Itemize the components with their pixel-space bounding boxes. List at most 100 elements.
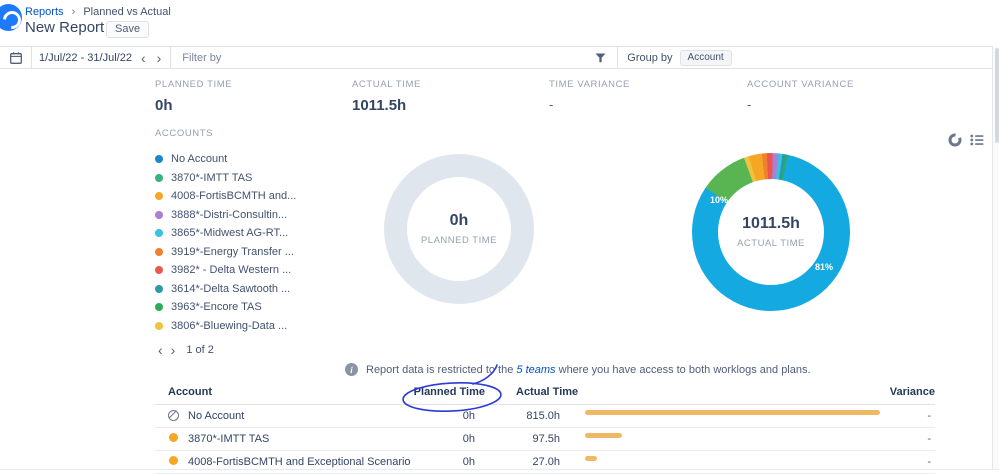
cell-planned-time: 0h xyxy=(462,433,475,445)
legend-dot-icon xyxy=(155,210,163,219)
calendar-button[interactable] xyxy=(8,51,24,64)
divider xyxy=(31,47,32,68)
legend-item-no-account[interactable]: No Account xyxy=(155,150,325,169)
legend-label: 3982* - Delta Western ... xyxy=(171,264,292,277)
next-period-button[interactable]: › xyxy=(156,49,162,66)
divider xyxy=(617,47,619,68)
divider xyxy=(170,47,172,68)
column-header-actual-time: Actual Time xyxy=(516,386,579,398)
cell-variance: - xyxy=(927,433,931,445)
table-row[interactable]: 4008-FortisBCMTH and Exceptional Scenari… xyxy=(155,451,935,474)
legend-item[interactable]: 3963*-Encore TAS xyxy=(155,298,325,317)
tempo-logo-icon[interactable] xyxy=(0,4,22,31)
restriction-suffix: where you have access to both worklogs a… xyxy=(555,363,811,376)
actual-time-bar xyxy=(585,410,880,415)
table-row[interactable]: 3870*-IMTT TAS 0h 97.5h - xyxy=(155,428,935,451)
planned-time-caption: PLANNED TIME xyxy=(420,235,498,246)
prev-period-button[interactable]: ‹ xyxy=(140,49,146,66)
page-title: New Report xyxy=(25,19,105,36)
legend-label: 4008-FortisBCMTH and... xyxy=(171,190,297,203)
legend-item[interactable]: 3614*-Delta Sawtooth ... xyxy=(155,280,325,299)
legend-label: 3888*-Distri-Consultin... xyxy=(171,208,288,221)
teams-link[interactable]: 5 teams xyxy=(516,363,556,376)
group-by-account-chip[interactable]: Account xyxy=(679,49,732,66)
restriction-prefix: Report data is restricted to the xyxy=(366,363,517,376)
legend-label: 3963*-Encore TAS xyxy=(171,301,262,314)
summary-stats: PLANNED TIME 0h ACTUAL TIME 1011.5h TIME… xyxy=(155,79,955,121)
legend-label: 3919*-Energy Transfer ... xyxy=(171,245,294,258)
legend-item[interactable]: 3806*-Bluewing-Data ... xyxy=(155,317,325,336)
cell-account: 4008-FortisBCMTH and Exceptional Scenari… xyxy=(188,456,411,468)
restriction-notice: i Report data is restricted to the 5 tea… xyxy=(345,363,811,376)
segment-percent-label: 81% xyxy=(815,262,834,272)
filter-input[interactable] xyxy=(182,51,596,64)
legend-item[interactable]: 3919*-Energy Transfer ... xyxy=(155,243,325,262)
stat-value: - xyxy=(747,97,752,112)
date-range-label[interactable]: 1/Jul/22 - 31/Jul/22 xyxy=(39,51,132,64)
cell-variance: - xyxy=(927,456,931,468)
stat-label: ACCOUNT VARIANCE xyxy=(747,79,854,90)
cell-planned-time: 0h xyxy=(462,456,475,468)
no-account-icon xyxy=(168,410,179,421)
table-row[interactable]: No Account 0h 815.0h - xyxy=(155,405,935,428)
legend-item[interactable]: 3888*-Distri-Consultin... xyxy=(155,206,325,225)
stat-value: 0h xyxy=(155,97,173,114)
legend-item[interactable]: 3865*-Midwest AG-RT... xyxy=(155,224,325,243)
legend-item[interactable]: 4008-FortisBCMTH and... xyxy=(155,187,325,206)
account-dot-icon xyxy=(169,456,178,465)
donut-center: 0h PLANNED TIME xyxy=(407,177,511,281)
stat-planned-time: PLANNED TIME 0h xyxy=(155,79,232,114)
pagination-next-button[interactable]: › xyxy=(168,343,179,357)
pagination-status: 1 of 2 xyxy=(186,344,214,356)
filter-bar xyxy=(178,51,610,64)
column-header-planned-time: Planned Time xyxy=(413,386,485,398)
column-header-variance: Variance xyxy=(889,386,935,398)
report-table: Account Planned Time Actual Time Varianc… xyxy=(155,384,935,474)
segment-percent-label: 10% xyxy=(710,195,729,205)
legend-dot-icon xyxy=(155,192,163,201)
legend-dot-icon xyxy=(155,303,163,312)
save-button[interactable]: Save xyxy=(106,21,150,38)
legend-item[interactable]: 3982* - Delta Western ... xyxy=(155,261,325,280)
actual-time-donut-chart[interactable]: 1011.5h ACTUAL TIME 10% 81% xyxy=(692,153,850,311)
donut-chart-icon xyxy=(948,133,962,147)
legend-list-icon xyxy=(970,134,984,146)
cell-planned-time: 0h xyxy=(462,410,475,422)
donut-center: 1011.5h ACTUAL TIME xyxy=(718,179,824,285)
breadcrumb: Reports › Planned vs Actual xyxy=(25,6,171,18)
actual-time-bar xyxy=(585,456,597,461)
legend-dot-icon xyxy=(155,229,163,238)
planned-time-total: 0h xyxy=(449,212,469,229)
scrollbar-thumb[interactable] xyxy=(994,48,999,143)
stat-actual-time: ACTUAL TIME 1011.5h xyxy=(352,79,421,114)
legend-dot-icon xyxy=(155,173,163,182)
legend-item[interactable]: 3870*-IMTT TAS xyxy=(155,169,325,188)
cell-actual-time: 815.0h xyxy=(526,410,560,422)
topbar: Reports › Planned vs Actual New Report S… xyxy=(0,0,999,46)
legend-dot-icon xyxy=(155,247,163,256)
filter-funnel-icon[interactable] xyxy=(595,53,606,63)
toolbar: 1/Jul/22 - 31/Jul/22 ‹ › Group by Accoun… xyxy=(0,46,999,69)
legend-label: 3870*-IMTT TAS xyxy=(171,171,253,184)
date-range-picker: 1/Jul/22 - 31/Jul/22 ‹ › xyxy=(8,47,163,68)
legend-dot-icon xyxy=(155,321,163,330)
actual-time-total: 1011.5h xyxy=(742,215,800,232)
planned-time-donut-chart[interactable]: 0h PLANNED TIME xyxy=(384,154,534,304)
table-header-row: Account Planned Time Actual Time Varianc… xyxy=(155,384,935,405)
pagination-prev-button[interactable]: ‹ xyxy=(155,343,166,357)
group-by-label: Group by xyxy=(627,51,673,64)
legend-dot-icon xyxy=(155,284,163,293)
legend-list-button[interactable] xyxy=(970,134,984,146)
legend-label: 3806*-Bluewing-Data ... xyxy=(171,319,288,332)
stat-time-variance: TIME VARIANCE - xyxy=(549,79,630,112)
breadcrumb-reports-link[interactable]: Reports xyxy=(25,6,64,18)
donut-view-button[interactable] xyxy=(948,133,962,147)
cell-actual-time: 97.5h xyxy=(532,433,560,445)
legend-pagination: ‹ › 1 of 2 xyxy=(155,343,325,357)
legend-label: 3865*-Midwest AG-RT... xyxy=(171,227,289,240)
vertical-scrollbar[interactable] xyxy=(992,46,999,470)
actual-time-bar xyxy=(585,433,622,438)
cell-account: No Account xyxy=(188,410,245,422)
stat-label: PLANNED TIME xyxy=(155,79,233,90)
